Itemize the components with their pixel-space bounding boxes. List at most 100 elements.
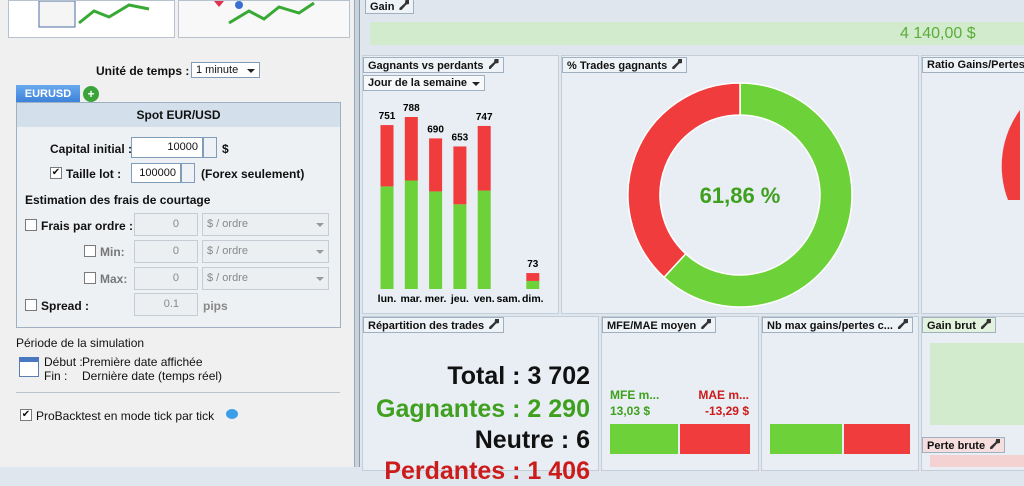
bar-segment (477, 190, 491, 289)
instrument-tab[interactable]: EURUSD (16, 85, 80, 103)
panel-title[interactable]: Perte brute (922, 437, 1006, 453)
icon-marker (214, 1, 224, 7)
mae-bar (680, 424, 750, 454)
bar-total-label: 751 (379, 111, 396, 122)
losers-count: Perdantes : 1 406 (384, 457, 590, 485)
capital-input[interactable]: 10000 (131, 137, 203, 158)
calendar-icon[interactable] (19, 357, 39, 377)
panel-title[interactable]: Gagnants vs perdants (363, 57, 504, 73)
min-unit-select[interactable]: $ / ordre (202, 240, 329, 263)
wrench-icon[interactable] (701, 319, 712, 329)
view-tab[interactable] (8, 0, 175, 38)
wrench-icon[interactable] (488, 59, 499, 69)
label: Min: (100, 245, 125, 259)
gross-gain-area (930, 343, 1024, 425)
loss-streak-bar (844, 424, 910, 454)
spinner[interactable] (203, 137, 217, 158)
charts: 751 lun. 788 mar. 690 mer. 653 jeu. 747 ven. sam. 7… (378, 82, 1024, 467)
bar-segment (429, 191, 443, 289)
lot-input[interactable]: 100000 (131, 163, 181, 183)
title: Ratio Gains/Pertes (927, 59, 1024, 71)
tab-icon (214, 1, 315, 25)
checkbox[interactable]: ✔ (20, 409, 32, 421)
arrow (472, 82, 480, 90)
panel-title[interactable]: Gain (365, 0, 415, 14)
neutral-count: Neutre : 6 (474, 426, 590, 454)
label: Frais par ordre : (41, 219, 134, 233)
checkbox[interactable] (84, 272, 96, 284)
section-title: Période de la simulation (16, 336, 145, 350)
wrench-icon[interactable] (897, 319, 908, 329)
unit: pips (203, 299, 228, 313)
icon-line (228, 1, 315, 25)
checkbox[interactable]: ✔ (50, 167, 62, 179)
mae-value: -13,29 $ (704, 404, 749, 418)
x-tick-label: lun. (378, 293, 397, 305)
winners-count: Gagnantes : 2 290 (376, 395, 590, 423)
checkbox[interactable] (25, 299, 37, 311)
x-tick-label: dim. (522, 293, 544, 305)
ratio-donut-part (1001, 110, 1020, 200)
wrench-icon[interactable] (990, 439, 1001, 449)
panel-title[interactable]: MFE/MAE moyen (602, 317, 717, 333)
value: 1 minute (196, 64, 239, 76)
mfe-label: MFE m... (610, 388, 660, 402)
label: Taille lot : (66, 167, 122, 181)
label: Spread : (41, 299, 90, 313)
splitter[interactable] (355, 0, 360, 467)
panel-title[interactable]: Gain brut (922, 317, 996, 333)
x-tick-label: mar. (400, 293, 422, 305)
time-unit-select[interactable]: 1 minute (191, 62, 260, 78)
bar-total-label: 788 (403, 103, 420, 114)
info-icon[interactable] (226, 409, 238, 419)
title: Répartition des trades (368, 320, 485, 332)
label: Capital initial : (50, 142, 133, 156)
spread-input[interactable]: 0.1 (134, 293, 198, 316)
panel-title[interactable]: Répartition des trades (363, 317, 505, 333)
label: Unité de temps : (96, 64, 190, 78)
title: Gagnants vs perdants (368, 60, 484, 72)
value: Première date affichée (82, 355, 203, 369)
wrench-icon[interactable] (672, 59, 683, 69)
min-input[interactable]: 0 (134, 240, 198, 263)
view-tab[interactable] (178, 0, 350, 38)
bar-segment (526, 273, 540, 281)
mfe-value: 13,03 $ (610, 404, 651, 418)
checkbox[interactable] (84, 245, 96, 257)
tab-icon (38, 0, 150, 28)
bar-segment (404, 180, 418, 289)
donut-segment (627, 82, 741, 279)
checkbox[interactable] (25, 219, 37, 231)
icon-gear (235, 1, 243, 9)
grouping-select[interactable]: Jour de la semaine (363, 75, 485, 91)
max-input[interactable]: 0 (134, 267, 198, 290)
wrench-icon[interactable] (489, 319, 500, 329)
label: Max: (100, 272, 128, 286)
label: Fin : (44, 369, 68, 383)
title: Gain (370, 1, 395, 13)
settings-panel: Unité de temps : 1 minute EURUSD + Spot … (0, 0, 355, 467)
arrow (247, 69, 255, 77)
title: Gain brut (927, 320, 976, 332)
title: Perte brute (927, 440, 986, 452)
fee-unit-select[interactable]: $ / ordre (202, 213, 329, 236)
panel-title[interactable]: Nb max gains/pertes c... (762, 317, 913, 333)
max-unit-select[interactable]: $ / ordre (202, 267, 329, 290)
panel-title[interactable]: % Trades gagnants (562, 57, 688, 73)
icon-line (78, 3, 150, 25)
label: ProBacktest en mode tick par tick (36, 409, 215, 423)
fee-input[interactable]: 0 (134, 213, 198, 236)
spinner[interactable] (181, 163, 195, 183)
x-tick-label: jeu. (450, 293, 469, 305)
value: Jour de la semaine (368, 77, 468, 89)
wrench-icon[interactable] (980, 319, 991, 329)
label: Début : (44, 355, 83, 369)
bar-total-label: 73 (527, 259, 539, 270)
section-title: Estimation des frais de courtage (25, 193, 211, 207)
wrench-icon[interactable] (399, 0, 410, 10)
panel-title[interactable]: Ratio Gains/Pertes (922, 57, 1024, 73)
add-tab-button[interactable]: + (83, 86, 99, 102)
bar-segment (429, 138, 443, 192)
